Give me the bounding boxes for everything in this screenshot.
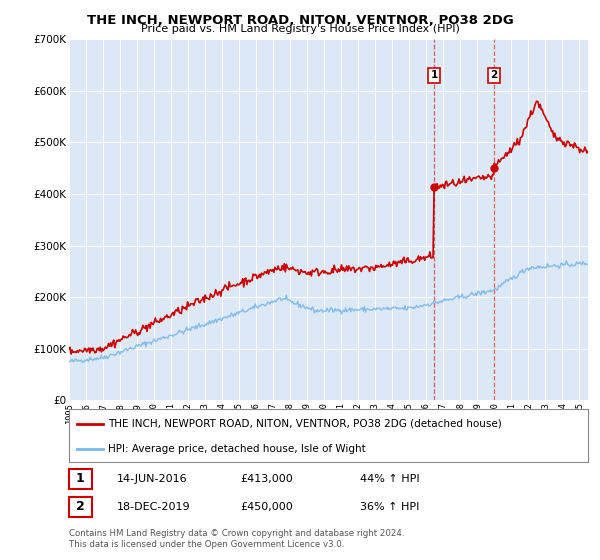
- Text: 1: 1: [76, 472, 85, 486]
- Text: 14-JUN-2016: 14-JUN-2016: [117, 474, 188, 484]
- Text: 1: 1: [430, 71, 437, 80]
- Text: £450,000: £450,000: [240, 502, 293, 512]
- Text: Contains HM Land Registry data © Crown copyright and database right 2024.
This d: Contains HM Land Registry data © Crown c…: [69, 529, 404, 549]
- Text: 18-DEC-2019: 18-DEC-2019: [117, 502, 191, 512]
- Text: 2: 2: [76, 500, 85, 514]
- Text: THE INCH, NEWPORT ROAD, NITON, VENTNOR, PO38 2DG (detached house): THE INCH, NEWPORT ROAD, NITON, VENTNOR, …: [108, 419, 502, 429]
- Text: HPI: Average price, detached house, Isle of Wight: HPI: Average price, detached house, Isle…: [108, 444, 365, 454]
- Text: Price paid vs. HM Land Registry's House Price Index (HPI): Price paid vs. HM Land Registry's House …: [140, 24, 460, 34]
- Text: THE INCH, NEWPORT ROAD, NITON, VENTNOR, PO38 2DG: THE INCH, NEWPORT ROAD, NITON, VENTNOR, …: [86, 14, 514, 27]
- Text: 36% ↑ HPI: 36% ↑ HPI: [360, 502, 419, 512]
- Text: £413,000: £413,000: [240, 474, 293, 484]
- Text: 44% ↑ HPI: 44% ↑ HPI: [360, 474, 419, 484]
- Text: 2: 2: [490, 71, 497, 80]
